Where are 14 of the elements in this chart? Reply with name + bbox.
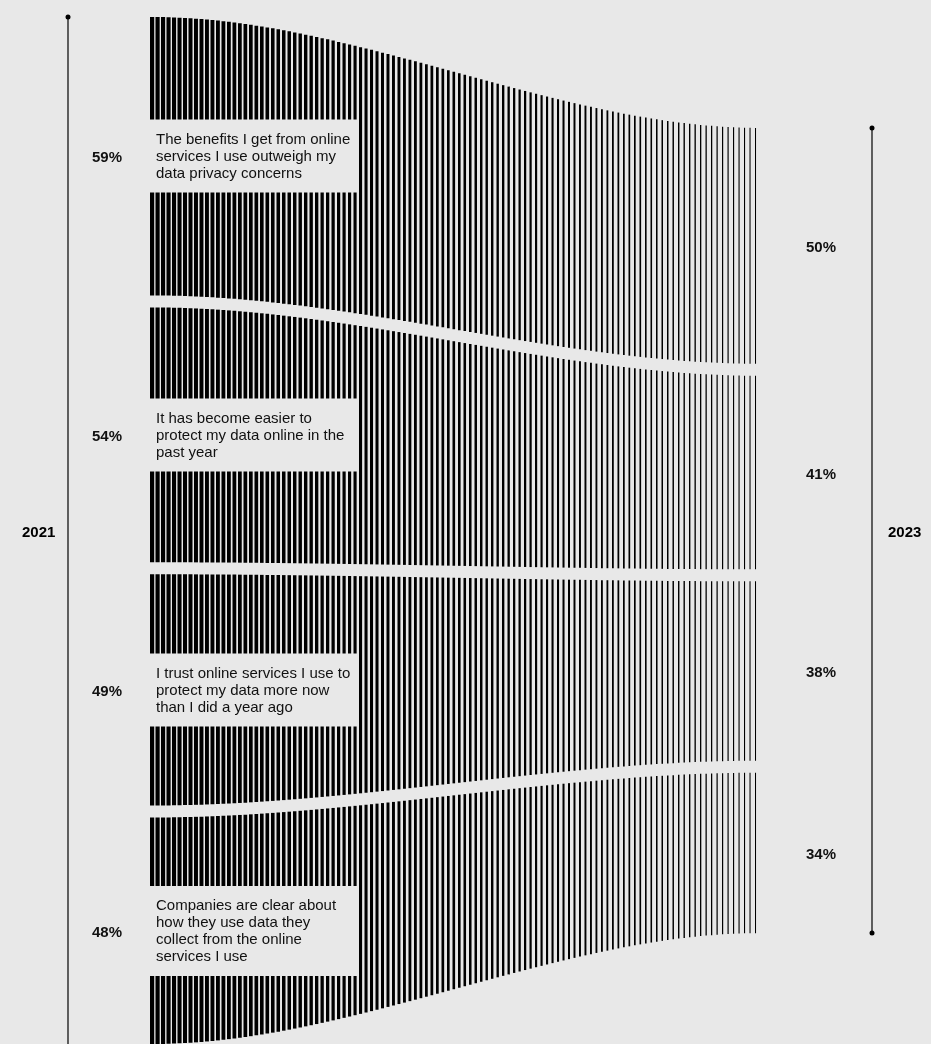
category-label: I trust online services I use to protect my data more now than I did a year ago [150, 653, 357, 727]
category-label: It has become easier to protect my data online in the past year [150, 398, 357, 472]
data-label: 50% [806, 237, 837, 255]
legend-label: 2021 [22, 522, 56, 539]
legend-label: 2023 [888, 522, 922, 539]
data-label: 38% [806, 662, 837, 680]
data-label: 41% [806, 464, 837, 482]
data-label: 48% [92, 922, 123, 940]
data-label: 59% [92, 147, 123, 165]
category-label: The benefits I get from online services I use outweigh my data privacy concerns [150, 119, 357, 193]
data-label: 54% [92, 426, 123, 444]
category-label: Companies are clear about how they use data they collect from the online services I use [150, 885, 357, 976]
data-label: 49% [92, 681, 123, 699]
data-label: 34% [806, 844, 837, 862]
